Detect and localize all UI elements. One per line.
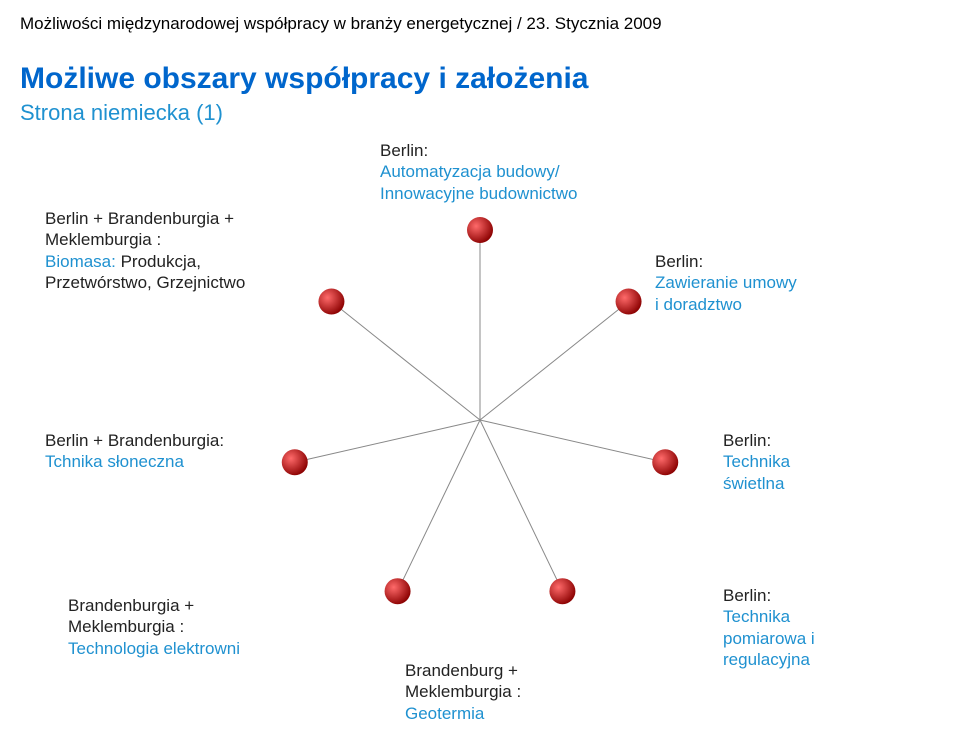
label-ll-line3: Technologia elektrowni — [68, 639, 240, 658]
label-ll-line2: Meklemburgia : — [68, 617, 184, 636]
label-rl-prefix: Berlin: — [723, 586, 771, 605]
label-rl-line2: Technika — [723, 607, 790, 626]
label-left-mid: Berlin + Brandenburgia: Tchnika słoneczn… — [45, 430, 224, 473]
label-ru-prefix: Berlin: — [655, 252, 703, 271]
label-rm-line2: Technika — [723, 452, 790, 471]
label-left-lower: Brandenburgia + Meklemburgia : Technolog… — [68, 595, 240, 659]
label-rl-line4: regulacyjna — [723, 650, 810, 669]
label-rm-line3: świetlna — [723, 474, 784, 493]
page-title: Możliwe obszary współpracy i założenia — [20, 62, 589, 96]
label-right-lower: Berlin: Technika pomiarowa i regulacyjna — [723, 585, 815, 670]
label-right-mid: Berlin: Technika świetlna — [723, 430, 790, 494]
label-lu-line3b: Produkcja, — [121, 252, 201, 271]
label-lm-line2: Tchnika słoneczna — [45, 452, 184, 471]
label-ru-line3: i doradztwo — [655, 295, 742, 314]
label-top: Berlin: Automatyzacja budowy/ Innowacyjn… — [380, 140, 578, 204]
label-top-line3: Innowacyjne budownictwo — [380, 184, 578, 203]
page-header: Możliwości międzynarodowej współpracy w … — [20, 14, 662, 34]
label-rl-line3: pomiarowa i — [723, 629, 815, 648]
label-ru-line2: Zawieranie umowy — [655, 273, 797, 292]
label-lm-line1: Berlin + Brandenburgia: — [45, 431, 224, 450]
label-lu-line1: Berlin + Brandenburgia + — [45, 209, 234, 228]
label-lu-line2: Meklemburgia : — [45, 230, 161, 249]
label-top-prefix: Berlin: — [380, 141, 428, 160]
label-bot-line2: Meklemburgia : — [405, 682, 521, 701]
label-ll-line1: Brandenburgia + — [68, 596, 194, 615]
page-root: Możliwości międzynarodowej współpracy w … — [0, 0, 960, 739]
label-left-upper: Berlin + Brandenburgia + Meklemburgia : … — [45, 208, 245, 293]
label-bot-line3: Geotermia — [405, 704, 484, 723]
label-lu-line3a: Biomasa: — [45, 252, 121, 271]
label-top-line2: Automatyzacja budowy/ — [380, 162, 560, 181]
label-bottom: Brandenburg + Meklemburgia : Geotermia — [405, 660, 521, 724]
label-lu-line4: Przetwórstwo, Grzejnictwo — [45, 273, 245, 292]
label-rm-prefix: Berlin: — [723, 431, 771, 450]
page-subtitle: Strona niemiecka (1) — [20, 100, 223, 126]
label-right-upper: Berlin: Zawieranie umowy i doradztwo — [655, 251, 797, 315]
label-bot-line1: Brandenburg + — [405, 661, 518, 680]
